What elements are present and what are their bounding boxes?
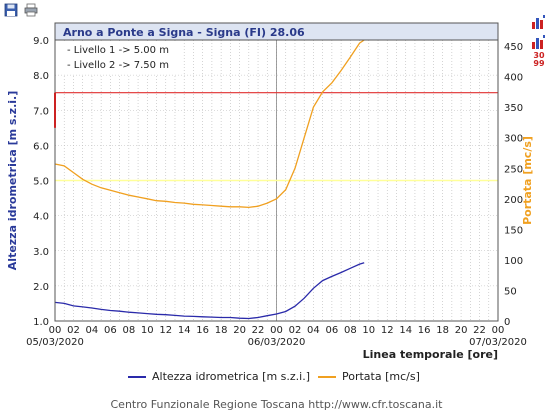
printer-icon[interactable] [24,3,38,17]
x-tick-label: 22 [252,325,265,336]
footer-credit: Centro Funzionale Regione Toscana http:/… [110,398,443,411]
x-tick-label: 08 [122,325,135,336]
bar-chart-icon[interactable] [530,14,546,30]
right-tick-label: 450 [504,42,523,53]
x-tick-label: 16 [418,325,431,336]
x-tick-label: 06 [104,325,117,336]
bar-chart-icon[interactable] [530,34,546,50]
x-tick-label: 20 [233,325,246,336]
legend-item-portata: Portata [mc/s] [318,370,420,383]
x-tick-label: 06 [326,325,339,336]
legend-label-altezza: Altezza idrometrica [m s.z.i.] [152,370,311,383]
right-tick-label: 200 [504,195,523,206]
floppy-disk-icon[interactable] [4,3,18,17]
y-axis-title-right: Portata [mc/s] [521,136,534,225]
legend-item-altezza: Altezza idrometrica [m s.z.i.] [128,370,310,383]
x-tick-label: 00 [270,325,283,336]
x-tick-label: 02 [67,325,80,336]
left-tick-label: 8.0 [33,71,49,82]
x-tick-label: 16 [196,325,209,336]
calendar-icon[interactable]: 30 99 [533,51,545,68]
annotation-label: - Livello 1 -> 5.00 m [67,45,169,56]
series-line-portata [54,39,365,209]
left-tick-label: 3.0 [33,247,49,258]
x-tick-label: 04 [86,325,99,336]
right-tick-label: 50 [504,286,517,297]
chart-title: Arno a Ponte a Signa - Signa (FI) 28.06 [63,26,305,39]
x-tick-label: 04 [307,325,320,336]
x-tick-label: 00 [492,325,505,336]
left-tick-label: 7.0 [33,106,49,117]
date-label: 05/03/2020 [26,337,84,348]
x-tick-label: 22 [473,325,486,336]
x-tick-label: 10 [141,325,154,336]
legend-label-portata: Portata [mc/s] [342,370,420,383]
x-tick-label: 12 [381,325,394,336]
left-tick-label: 1.0 [33,317,49,328]
x-tick-label: 14 [399,325,412,336]
right-tick-label: 0 [504,317,510,328]
x-tick-label: 20 [455,325,468,336]
x-tick-label: 08 [344,325,357,336]
right-tick-label: 150 [504,225,523,236]
right-tick-label: 300 [504,134,523,145]
left-tick-label: 9.0 [33,36,49,47]
x-tick-label: 02 [289,325,302,336]
x-tick-label: 12 [159,325,172,336]
right-tick-label: 400 [504,73,523,84]
plot-border [54,39,499,322]
right-tick-label: 100 [504,256,523,267]
left-tick-label: 2.0 [33,282,49,293]
x-tick-label: 18 [215,325,228,336]
right-tick-label: 250 [504,164,523,175]
legend-swatch-portata [318,376,336,378]
x-tick-label: 00 [49,325,62,336]
x-tick-label: 14 [178,325,191,336]
legend-swatch-altezza [128,376,146,378]
left-tick-label: 4.0 [33,212,49,223]
left-tick-label: 6.0 [33,141,49,152]
x-axis-title: Linea temporale [ore] [363,348,498,361]
date-label: 07/03/2020 [469,337,527,348]
annotation-box [58,42,178,74]
x-tick-label: 18 [436,325,449,336]
right-tick-label: 350 [504,103,523,114]
y-axis-title-left: Altezza idrometrica [m s.z.i.] [6,91,19,270]
x-tick-label: 10 [362,325,375,336]
series-line-altezza [54,262,365,320]
annotation-label: - Livello 2 -> 7.50 m [67,60,169,71]
date-label: 06/03/2020 [248,337,306,348]
left-tick-label: 5.0 [33,177,49,188]
